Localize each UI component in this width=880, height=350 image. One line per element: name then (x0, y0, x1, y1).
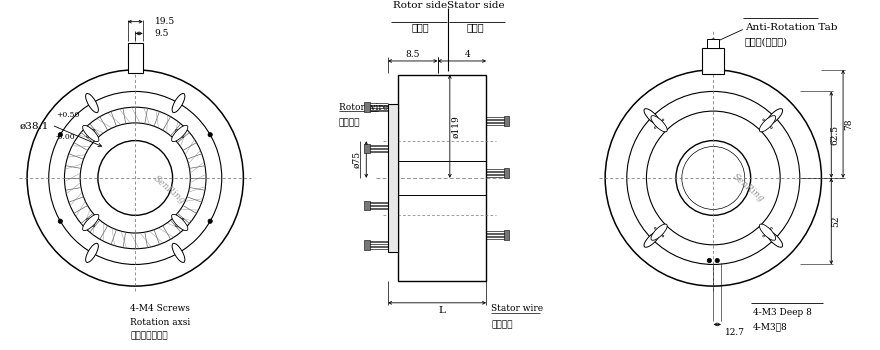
Circle shape (208, 133, 212, 137)
Circle shape (58, 219, 62, 223)
Ellipse shape (172, 125, 187, 142)
Ellipse shape (83, 214, 99, 231)
Text: ø119: ø119 (451, 115, 460, 138)
Ellipse shape (85, 243, 99, 262)
Ellipse shape (759, 116, 775, 132)
Circle shape (706, 60, 712, 66)
Text: 8.5: 8.5 (406, 50, 420, 58)
Ellipse shape (644, 108, 660, 125)
Circle shape (130, 56, 140, 65)
Bar (364, 240, 370, 250)
Circle shape (58, 133, 62, 137)
Bar (708, 39, 719, 48)
Bar (364, 144, 370, 153)
Text: Rotor side: Rotor side (393, 1, 447, 10)
Circle shape (715, 60, 721, 66)
Text: SenRing: SenRing (731, 172, 766, 204)
Ellipse shape (766, 231, 782, 247)
Text: Rotation axsi: Rotation axsi (130, 318, 191, 327)
Ellipse shape (766, 108, 782, 125)
Circle shape (715, 258, 719, 263)
Text: 9.5: 9.5 (155, 29, 169, 38)
Bar (388, 104, 398, 252)
Text: 78: 78 (845, 118, 854, 130)
Bar (364, 102, 370, 112)
Text: Stator side: Stator side (446, 1, 504, 10)
Bar (702, 48, 724, 74)
Text: 转子边: 转子边 (412, 23, 429, 33)
Text: 定子边: 定子边 (466, 23, 484, 33)
Text: 4-M3 Deep 8: 4-M3 Deep 8 (752, 308, 811, 317)
Text: ø38.1: ø38.1 (20, 121, 49, 131)
Text: 52: 52 (831, 216, 840, 227)
Ellipse shape (83, 125, 99, 142)
Text: 12.7: 12.7 (725, 328, 745, 337)
Text: +0.50: +0.50 (56, 111, 79, 119)
Text: -0.00: -0.00 (56, 133, 76, 141)
Ellipse shape (651, 116, 667, 132)
Bar (504, 168, 510, 178)
Ellipse shape (651, 224, 667, 240)
Text: Stator wire: Stator wire (491, 304, 543, 313)
Circle shape (208, 219, 212, 223)
Text: 4: 4 (465, 50, 471, 58)
Text: L: L (438, 306, 445, 315)
Text: 4-M4 Screws: 4-M4 Screws (130, 304, 190, 313)
Text: 62.5: 62.5 (831, 125, 840, 145)
Text: 4-M3深8: 4-M3深8 (752, 322, 788, 331)
Circle shape (708, 258, 712, 263)
Text: 转子出线: 转子出线 (339, 118, 360, 127)
Ellipse shape (644, 231, 660, 247)
Text: Anti-Rotation Tab: Anti-Rotation Tab (744, 23, 837, 32)
Bar (128, 43, 143, 73)
Text: 止转片(可调节): 止转片(可调节) (744, 37, 788, 46)
Text: 19.5: 19.5 (155, 17, 175, 26)
Ellipse shape (759, 224, 775, 240)
Text: 定子出线: 定子出线 (491, 320, 513, 329)
Ellipse shape (172, 214, 187, 231)
Bar (504, 230, 510, 240)
Text: 转子螺钉固定孔: 转子螺钉固定孔 (130, 332, 168, 341)
Bar (398, 75, 487, 281)
Ellipse shape (85, 93, 99, 113)
Text: SenRing: SenRing (152, 174, 187, 205)
Bar (504, 116, 510, 126)
Bar (364, 201, 370, 210)
Text: ø75: ø75 (352, 151, 361, 168)
Ellipse shape (172, 243, 185, 262)
Text: Rotor wire: Rotor wire (339, 103, 388, 112)
Ellipse shape (172, 93, 185, 113)
